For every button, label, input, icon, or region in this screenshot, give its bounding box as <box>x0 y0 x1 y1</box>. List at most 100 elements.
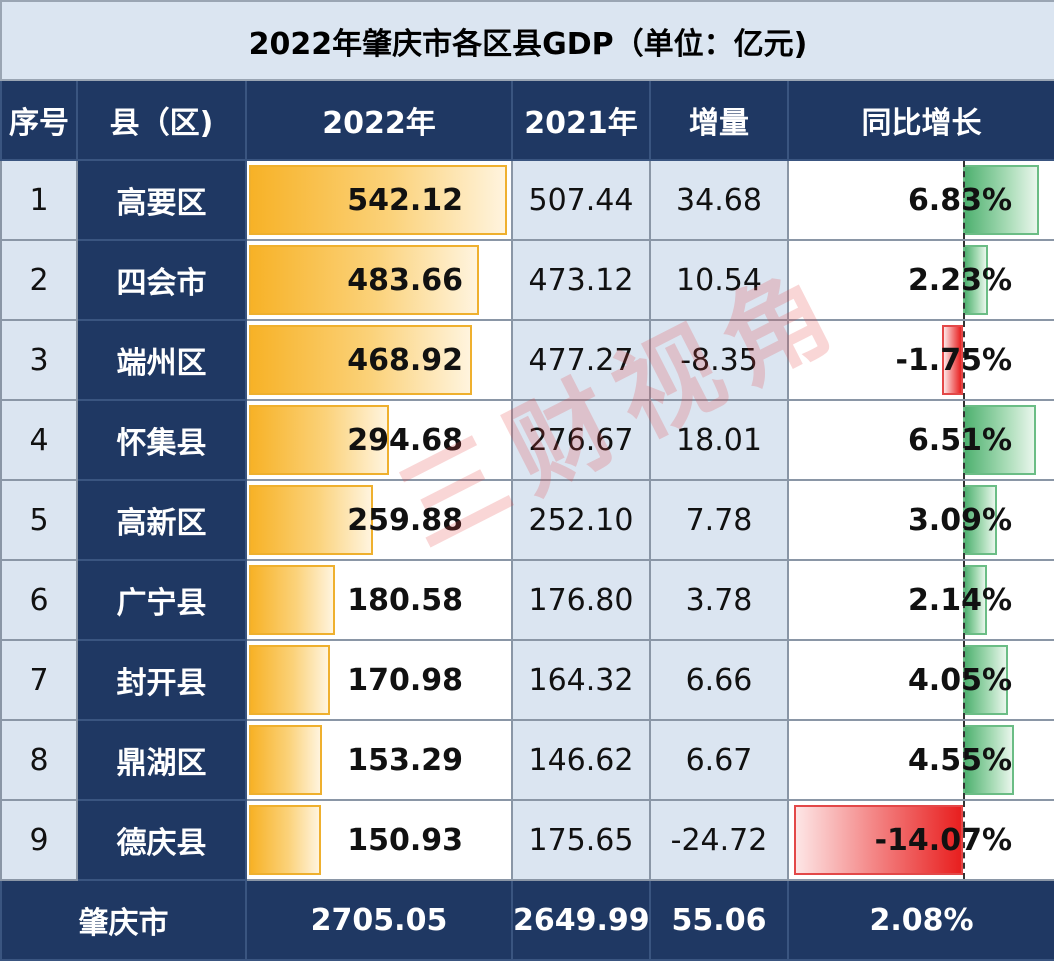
gdp-2022-value: 542.12 <box>347 182 463 218</box>
zero-axis-line <box>963 162 965 238</box>
gdp-2022-cell: 170.98 <box>245 639 513 721</box>
yoy-growth-value: -1.75% <box>895 342 1013 378</box>
zero-axis-line <box>963 482 965 558</box>
gdp-2022-value: 259.88 <box>347 502 463 538</box>
gdp-2022-bar <box>249 485 373 555</box>
yoy-growth-cell: -14.07% <box>786 799 1054 881</box>
table-title: 2022年肇庆市各区县GDP（单位：亿元) <box>0 0 1054 81</box>
table-row: 3 端州区 468.92 477.27 -8.35 -1.75% <box>0 319 1054 401</box>
title-row: 2022年肇庆市各区县GDP（单位：亿元) <box>0 0 1054 81</box>
gdp-2022-cell: 150.93 <box>245 799 513 881</box>
gdp-2021-cell: 176.80 <box>511 559 651 641</box>
yoy-growth-value: 3.09% <box>907 502 1013 538</box>
gdp-2021-cell: 175.65 <box>511 799 651 881</box>
gdp-2022-value: 483.66 <box>347 262 463 298</box>
header-gdp-2022: 2022年 <box>245 79 513 161</box>
zero-axis-line <box>963 402 965 478</box>
gdp-2022-bar <box>249 805 321 875</box>
yoy-growth-value: 4.55% <box>907 742 1013 778</box>
zero-axis-line <box>963 642 965 718</box>
gdp-2021-cell: 164.32 <box>511 639 651 721</box>
gdp-2022-bar <box>249 725 322 795</box>
total-name: 肇庆市 <box>0 879 247 961</box>
rank-cell: 1 <box>0 159 78 241</box>
gdp-2022-cell: 180.58 <box>245 559 513 641</box>
rank-cell: 4 <box>0 399 78 481</box>
gdp-2021-cell: 252.10 <box>511 479 651 561</box>
yoy-growth-value: -14.07% <box>874 822 1013 858</box>
county-name-cell: 四会市 <box>76 239 247 321</box>
increase-cell: -8.35 <box>649 319 789 401</box>
yoy-growth-cell: 6.83% <box>786 159 1054 241</box>
increase-cell: -24.72 <box>649 799 789 881</box>
table-row: 8 鼎湖区 153.29 146.62 6.67 4.55% <box>0 719 1054 801</box>
county-name-cell: 端州区 <box>76 319 247 401</box>
yoy-growth-cell: 6.51% <box>786 399 1054 481</box>
gdp-2022-value: 180.58 <box>347 582 463 618</box>
total-yoy: 2.08% <box>786 879 1054 961</box>
gdp-2021-cell: 473.12 <box>511 239 651 321</box>
yoy-growth-bar <box>942 325 963 395</box>
table-row: 1 高要区 542.12 507.44 34.68 6.83% <box>0 159 1054 241</box>
gdp-2022-value: 468.92 <box>347 342 463 378</box>
total-increase: 55.06 <box>649 879 789 961</box>
yoy-growth-cell: 4.05% <box>786 639 1054 721</box>
header-rank: 序号 <box>0 79 78 161</box>
table-row: 5 高新区 259.88 252.10 7.78 3.09% <box>0 479 1054 561</box>
county-name-cell: 高新区 <box>76 479 247 561</box>
yoy-growth-bar <box>963 725 1014 795</box>
gdp-2022-cell: 468.92 <box>245 319 513 401</box>
rank-cell: 5 <box>0 479 78 561</box>
header-gdp-2021: 2021年 <box>511 79 651 161</box>
increase-cell: 6.66 <box>649 639 789 721</box>
yoy-growth-bar <box>963 645 1008 715</box>
increase-cell: 6.67 <box>649 719 789 801</box>
rank-cell: 8 <box>0 719 78 801</box>
gdp-2021-cell: 276.67 <box>511 399 651 481</box>
county-name-cell: 德庆县 <box>76 799 247 881</box>
gdp-2022-cell: 294.68 <box>245 399 513 481</box>
total-gdp-2022: 2705.05 <box>245 879 513 961</box>
gdp-2022-bar <box>249 645 330 715</box>
zero-axis-line <box>963 802 965 878</box>
gdp-2021-cell: 477.27 <box>511 319 651 401</box>
gdp-2022-value: 170.98 <box>347 662 463 698</box>
header-increase: 增量 <box>649 79 789 161</box>
county-name-cell: 广宁县 <box>76 559 247 641</box>
gdp-2021-cell: 146.62 <box>511 719 651 801</box>
total-row: 肇庆市 2705.05 2649.99 55.06 2.08% <box>0 879 1054 961</box>
yoy-growth-value: 4.05% <box>907 662 1013 698</box>
zero-axis-line <box>963 722 965 798</box>
gdp-2022-bar <box>249 165 507 235</box>
gdp-2022-cell: 259.88 <box>245 479 513 561</box>
yoy-growth-value: 6.51% <box>907 422 1013 458</box>
rank-cell: 6 <box>0 559 78 641</box>
yoy-growth-value: 2.23% <box>907 262 1013 298</box>
header-county: 县（区) <box>76 79 247 161</box>
increase-cell: 10.54 <box>649 239 789 321</box>
header-row: 序号 县（区) 2022年 2021年 增量 同比增长 <box>0 79 1054 161</box>
gdp-2022-bar <box>249 325 472 395</box>
gdp-2022-cell: 153.29 <box>245 719 513 801</box>
gdp-2022-bar <box>249 565 335 635</box>
table-row: 4 怀集县 294.68 276.67 18.01 6.51% <box>0 399 1054 481</box>
zero-axis-line <box>963 242 965 318</box>
yoy-growth-bar <box>794 805 963 875</box>
county-name-cell: 封开县 <box>76 639 247 721</box>
rank-cell: 3 <box>0 319 78 401</box>
county-name-cell: 高要区 <box>76 159 247 241</box>
yoy-growth-cell: 3.09% <box>786 479 1054 561</box>
gdp-2022-value: 153.29 <box>347 742 463 778</box>
zero-axis-line <box>963 562 965 638</box>
yoy-growth-value: 2.14% <box>907 582 1013 618</box>
increase-cell: 7.78 <box>649 479 789 561</box>
gdp-2022-cell: 542.12 <box>245 159 513 241</box>
increase-cell: 18.01 <box>649 399 789 481</box>
rank-cell: 7 <box>0 639 78 721</box>
table-row: 6 广宁县 180.58 176.80 3.78 2.14% <box>0 559 1054 641</box>
gdp-2021-cell: 507.44 <box>511 159 651 241</box>
yoy-growth-bar <box>963 405 1036 475</box>
table-row: 7 封开县 170.98 164.32 6.66 4.05% <box>0 639 1054 721</box>
